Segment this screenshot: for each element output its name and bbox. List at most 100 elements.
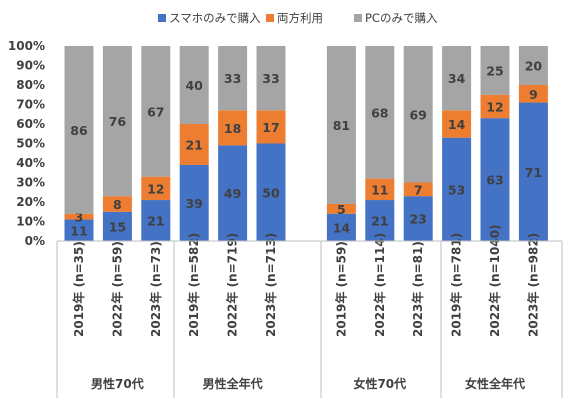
bar-segment <box>102 196 132 212</box>
data-label: 18 <box>224 121 241 136</box>
data-label: 14 <box>448 117 466 132</box>
bar-segment <box>64 213 94 220</box>
data-label: 53 <box>448 182 465 197</box>
x-axis: 2019年 (n=35) 2022年 (n=59) 2023年 (n=73) 男性70… <box>56 224 563 398</box>
bars: 1138615876211267392140491833501733145812… <box>64 46 548 241</box>
x-tick-label: 2019年 (n=35) <box>71 241 86 337</box>
bar-segment <box>179 124 209 165</box>
data-label: 50 <box>262 185 280 200</box>
legend-label: 両方利用 <box>277 11 323 25</box>
data-label: 11 <box>371 182 388 197</box>
data-label: 5 <box>337 202 346 217</box>
group-label: 男性70代 <box>91 376 144 391</box>
bar-segment <box>141 46 171 177</box>
data-label: 14 <box>333 220 351 235</box>
data-label: 12 <box>147 181 164 196</box>
bar-segment <box>218 145 248 241</box>
y-tick-label: 70% <box>16 98 45 112</box>
x-tick-label: 2019年 (n=59) <box>333 241 348 337</box>
y-tick-label: 60% <box>16 117 45 131</box>
legend-label: PCのみで購入 <box>365 11 438 25</box>
data-label: 15 <box>109 219 126 234</box>
bar-segment <box>518 102 548 241</box>
legend-swatch <box>158 14 166 22</box>
bar-segment <box>64 219 94 241</box>
y-tick-label: 0% <box>25 234 45 248</box>
y-tick-label: 20% <box>16 195 45 209</box>
bar-segment <box>179 164 209 241</box>
bar-segment <box>442 110 472 138</box>
data-label: 8 <box>113 197 122 212</box>
y-axis: 0% 10% 20% 30% 40% 50% 60% 70% 80% 90% 100% <box>8 39 45 248</box>
data-label: 17 <box>262 120 279 135</box>
data-label: 40 <box>185 78 203 93</box>
data-label: 3 <box>75 210 84 225</box>
bar-segment <box>141 200 171 241</box>
bar-segment <box>179 46 209 124</box>
group-label: 女性70代 <box>353 376 406 391</box>
x-tick-label: 2022年 (n=1040) <box>487 224 502 337</box>
data-label: 86 <box>70 123 88 138</box>
y-tick-label: 40% <box>16 156 45 170</box>
x-tick-label: 2022年 (n=719) <box>225 233 240 337</box>
bar-segment <box>102 46 132 197</box>
data-label: 20 <box>525 59 543 74</box>
data-label: 34 <box>448 71 466 86</box>
bar-segment <box>480 46 510 95</box>
x-tick-label: 2022年 (n=114) <box>372 233 387 337</box>
data-label: 33 <box>224 71 241 86</box>
bar-segment <box>326 46 356 204</box>
data-label: 81 <box>333 118 350 133</box>
data-label: 69 <box>409 107 426 122</box>
bar-segment <box>256 110 286 144</box>
bar-segment <box>365 46 395 179</box>
bar-segment <box>480 118 510 241</box>
x-tick-label: 2023年 (n=81) <box>410 241 425 337</box>
bar-segment <box>365 178 395 201</box>
x-tick-label: 2019年 (n=781) <box>449 233 464 337</box>
data-label: 25 <box>486 63 503 78</box>
bar-segment <box>403 182 433 197</box>
data-label: 23 <box>409 212 426 227</box>
data-label: 21 <box>147 214 164 229</box>
data-label: 9 <box>529 87 538 102</box>
data-label: 63 <box>486 173 503 188</box>
data-label: 21 <box>371 214 388 229</box>
data-label: 49 <box>224 186 241 201</box>
data-label: 11 <box>70 223 87 238</box>
y-tick-label: 30% <box>16 176 45 190</box>
y-tick-label: 90% <box>16 59 45 73</box>
bar-segment <box>141 176 171 201</box>
data-label: 76 <box>109 114 127 129</box>
data-label: 67 <box>147 104 164 119</box>
legend-label: スマホのみで購入 <box>169 11 261 25</box>
legend: スマホのみで購入 両方利用 PCのみで購入 <box>158 11 438 25</box>
data-label: 71 <box>525 165 542 180</box>
x-tick-label: 2023年 (n=982) <box>525 233 540 337</box>
data-label: 7 <box>414 182 423 197</box>
data-label: 33 <box>262 71 279 86</box>
bar-segment <box>102 211 132 241</box>
data-label: 39 <box>185 196 202 211</box>
group-label: 男性全年代 <box>203 376 263 391</box>
bar-segment <box>326 213 356 241</box>
bar-segment <box>64 46 94 214</box>
bar-segment <box>442 137 472 241</box>
legend-swatch <box>354 14 362 22</box>
bar-segment <box>256 143 286 241</box>
y-tick-label: 100% <box>8 39 45 53</box>
y-tick-label: 80% <box>16 78 45 92</box>
y-tick-label: 10% <box>16 215 45 229</box>
x-tick-label: 2023年 (n=73) <box>148 241 163 337</box>
bar-segment <box>256 46 286 111</box>
bar-segment <box>218 110 248 146</box>
bar-segment <box>518 85 548 103</box>
x-tick-label: 2023年 (n=713) <box>263 233 278 337</box>
bar-segment <box>442 46 472 111</box>
y-tick-label: 50% <box>16 137 45 151</box>
bar-segment <box>480 94 510 119</box>
data-label: 21 <box>185 137 202 152</box>
bar-segment <box>218 46 248 111</box>
group-label: 女性全年代 <box>465 376 525 391</box>
